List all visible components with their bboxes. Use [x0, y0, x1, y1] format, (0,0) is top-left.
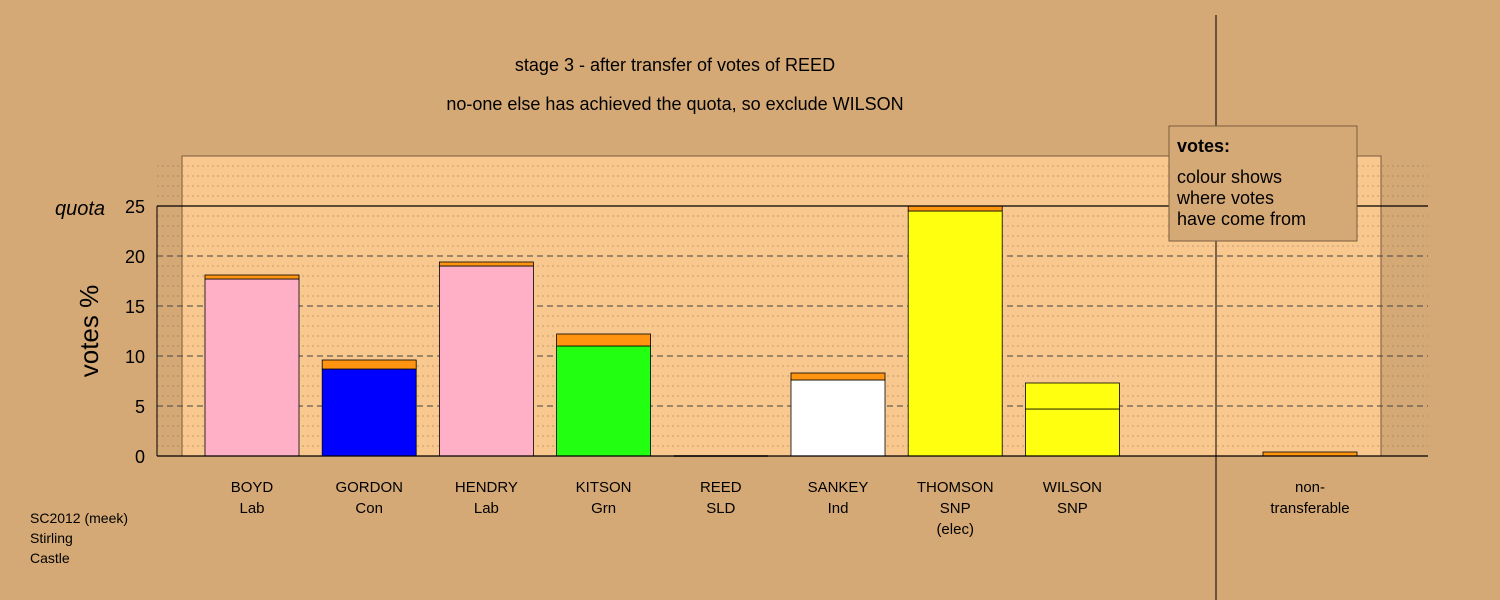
- bar-segment: [907, 210, 1003, 457]
- legend-line: have come from: [1177, 209, 1306, 229]
- quota-label: quota: [55, 198, 105, 220]
- bar-segment: [204, 274, 300, 280]
- category-name-label: GORDON: [335, 479, 403, 496]
- bar-segment: [438, 261, 534, 267]
- category-name-label: WILSON: [1043, 479, 1102, 496]
- category-name-label: THOMSON: [917, 479, 994, 496]
- footer-line3: Castle: [30, 550, 70, 566]
- y-tick-label: 25: [125, 197, 145, 217]
- footer-line1: SC2012 (meek): [30, 510, 128, 526]
- legend-line: colour shows: [1177, 167, 1282, 187]
- category-name-label: KITSON: [576, 479, 632, 496]
- category-party-label: Lab: [474, 500, 499, 517]
- category-party-label: Grn: [591, 500, 616, 517]
- category-labels: BOYD Lab GORDON Con HENDRY Lab KITSON Grn REED SL…: [231, 479, 1350, 538]
- chart-title-line2: no-one else has achieved the quota, so e…: [446, 94, 903, 114]
- category-party-label: Lab: [239, 500, 264, 517]
- non-transferable-label: transferable: [1270, 500, 1349, 517]
- y-ticks: 0 5 10 15 20 25: [125, 197, 145, 467]
- y-tick-label: 20: [125, 247, 145, 267]
- category-party-label: Ind: [828, 500, 849, 517]
- legend: votes: colour shows where votes have com…: [1168, 125, 1358, 242]
- category-name-label: BOYD: [231, 479, 274, 496]
- bar-segment: [204, 278, 300, 457]
- legend-box: [1168, 125, 1358, 242]
- bar-segment: [790, 379, 886, 457]
- bar-segment: [907, 205, 1003, 212]
- y-tick-label: 5: [135, 397, 145, 417]
- category-name-label: REED: [700, 479, 742, 496]
- legend-line: where votes: [1176, 188, 1274, 208]
- bar-segment: [556, 345, 651, 457]
- bar-segment: [1025, 408, 1120, 457]
- category-extra-label: (elec): [936, 521, 974, 538]
- bar-segment: [790, 372, 886, 381]
- category-name-label: SANKEY: [808, 479, 869, 496]
- category-party-label: SNP: [940, 500, 971, 517]
- bar-segment: [556, 333, 651, 347]
- category-party-label: SLD: [706, 500, 735, 517]
- footer-line2: Stirling: [30, 530, 73, 546]
- y-tick-label: 10: [125, 347, 145, 367]
- non-transferable-label: non-: [1295, 479, 1325, 496]
- category-name-label: HENDRY: [455, 479, 518, 496]
- legend-title: votes:: [1177, 136, 1230, 156]
- bar-segment: [438, 265, 534, 457]
- bars: [204, 205, 1358, 457]
- y-axis-label: votes %: [74, 285, 104, 378]
- bar-segment: [1025, 382, 1120, 410]
- bar-segment: [321, 359, 417, 370]
- y-tick-label: 15: [125, 297, 145, 317]
- y-tick-label: 0: [135, 447, 145, 467]
- chart-title-line1: stage 3 - after transfer of votes of REE…: [515, 55, 835, 75]
- category-party-label: Con: [355, 500, 383, 517]
- category-party-label: SNP: [1057, 500, 1088, 517]
- bar-segment: [321, 368, 417, 457]
